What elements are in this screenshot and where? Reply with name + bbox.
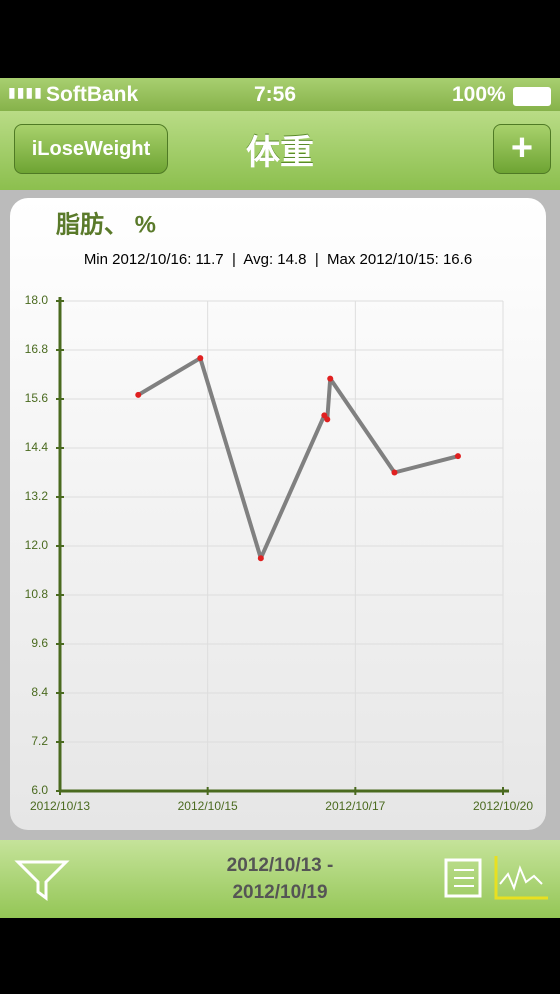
data-point [135, 391, 142, 398]
y-tick-label: 15.6 [25, 391, 49, 405]
y-tick-label: 14.4 [25, 440, 49, 454]
y-tick-label: 10.8 [25, 587, 49, 601]
add-button[interactable]: + [493, 124, 551, 174]
y-tick-label: 9.6 [31, 636, 48, 650]
data-point [324, 416, 331, 423]
back-button[interactable]: iLoseWeight [14, 124, 168, 174]
battery: 100% [452, 83, 506, 106]
content: 脂肪、 % Min 2012/10/16: 11.7 | Avg: 14.8 |… [0, 190, 560, 840]
y-tick-label: 8.4 [31, 685, 48, 699]
y-tick-label: 7.2 [31, 734, 48, 748]
status-bar: ▮▮▮▮ SoftBank 7:56 100% [0, 78, 560, 111]
chart-summary: Min 2012/10/16: 11.7 | Avg: 14.8 | Max 2… [84, 251, 472, 268]
chart-card: 脂肪、 % Min 2012/10/16: 11.7 | Avg: 14.8 |… [10, 198, 546, 830]
nav-title: 体重 [246, 134, 314, 172]
chart-title: 脂肪、 % [56, 210, 156, 238]
filter-icon[interactable] [14, 856, 70, 902]
data-point [257, 555, 264, 562]
y-tick-label: 16.8 [25, 342, 49, 356]
data-point [197, 355, 204, 362]
data-point [454, 453, 461, 460]
y-tick-label: 12.0 [25, 538, 49, 552]
range-end: 2012/10/19 [232, 882, 328, 903]
toolbar: 2012/10/13 - 2012/10/19 [0, 840, 560, 918]
carrier: SoftBank [46, 83, 139, 106]
y-tick-label: 6.0 [31, 783, 48, 797]
y-tick-label: 13.2 [25, 489, 49, 503]
list-icon[interactable] [444, 858, 484, 898]
date-range: 2012/10/13 - 2012/10/19 [160, 852, 400, 906]
x-tick-label: 2012/10/15 [178, 799, 238, 813]
range-start: 2012/10/13 - [226, 855, 334, 876]
x-tick-label: 2012/10/13 [30, 799, 90, 813]
data-line [137, 356, 459, 561]
time: 7:56 [254, 83, 297, 106]
data-point [391, 469, 398, 476]
chart: 脂肪、 % Min 2012/10/16: 11.7 | Avg: 14.8 |… [25, 210, 534, 813]
battery-icon [513, 87, 551, 106]
x-tick-label: 2012/10/17 [325, 799, 385, 813]
chart-icon[interactable] [494, 854, 550, 902]
y-tick-label: 18.0 [25, 293, 49, 307]
x-tick-label: 2012/10/20 [473, 799, 533, 813]
signal: ▮▮▮▮ [8, 84, 43, 100]
nav-bar: iLoseWeight 体重 + [0, 111, 560, 191]
data-point [327, 375, 334, 382]
